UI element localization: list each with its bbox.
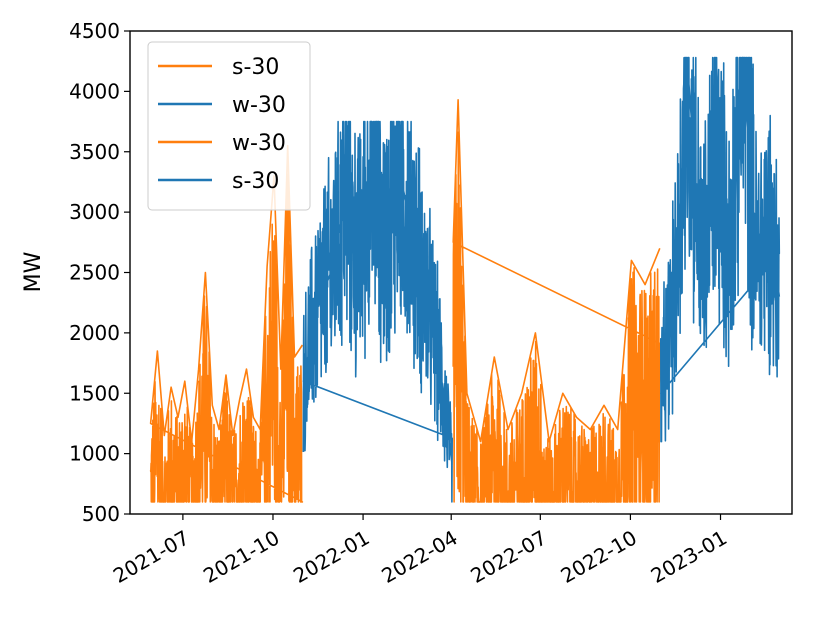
y-tick-label: 2500 — [69, 261, 120, 285]
y-tick-label: 3000 — [69, 200, 120, 224]
y-tick-label: 4500 — [69, 19, 120, 43]
series-line-4 — [659, 56, 781, 443]
legend: s-30 w-30 w-30 s-30 — [147, 41, 311, 211]
series-line-2 — [302, 120, 454, 503]
y-axis-label: MW — [21, 251, 46, 292]
y-tick-label: 4000 — [69, 79, 120, 103]
y-tick-label: 3500 — [69, 140, 120, 164]
legend-label: w-30 — [232, 131, 286, 156]
y-tick-label: 1500 — [69, 381, 120, 405]
legend-frame — [147, 41, 311, 211]
y-axis: 500 1000 1500 2000 2500 3000 3500 4000 4500 — [69, 19, 130, 526]
legend-label: s-30 — [232, 169, 279, 194]
y-tick-label: 500 — [82, 502, 120, 526]
y-tick-label: 1000 — [69, 442, 120, 466]
legend-label: w-30 — [232, 93, 286, 118]
series-layer — [149, 56, 781, 503]
series-line-1 — [149, 144, 304, 503]
y-tick-label: 2000 — [69, 321, 120, 345]
series-line-3 — [452, 99, 661, 503]
legend-label: s-30 — [232, 55, 279, 80]
